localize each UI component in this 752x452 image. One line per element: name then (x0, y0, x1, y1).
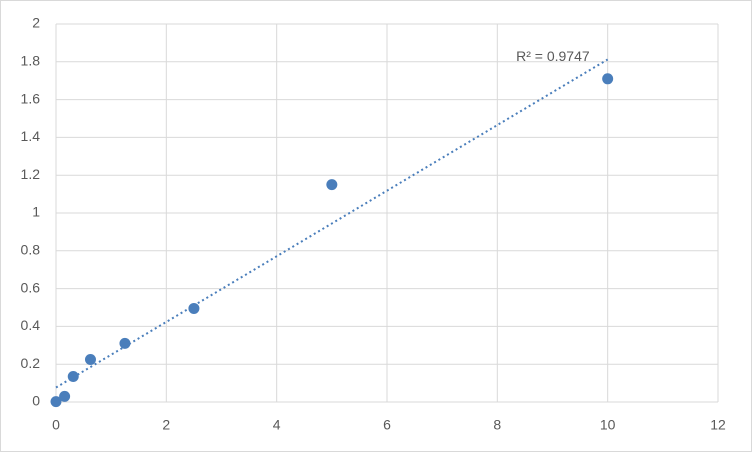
trendline (55, 58, 609, 389)
data-point (602, 73, 614, 85)
y-tick-label: 0.8 (21, 242, 41, 258)
x-tick-label: 10 (600, 417, 616, 433)
x-tick-label: 6 (383, 417, 391, 433)
y-tick-label: 1 (32, 204, 40, 220)
y-tick-label: 1.8 (21, 53, 41, 69)
data-point (50, 396, 62, 408)
data-point (84, 353, 96, 365)
y-tick-label: 0.6 (21, 279, 41, 295)
data-point (326, 179, 338, 191)
y-tick-label: 1.2 (21, 166, 41, 182)
data-point (67, 370, 79, 382)
data-point (59, 390, 71, 402)
data-point (119, 337, 131, 349)
x-tick-label: 2 (162, 417, 170, 433)
x-tick-label: 8 (493, 417, 501, 433)
y-tick-label: 0.2 (21, 355, 41, 371)
y-tick-label: 1.6 (21, 90, 41, 106)
y-tick-label: 2 (32, 15, 40, 31)
x-tick-label: 4 (273, 417, 281, 433)
x-tick-label: 0 (52, 417, 60, 433)
y-tick-label: 0.4 (21, 317, 41, 333)
trendline-annotation: R² = 0.9747 (516, 48, 590, 64)
x-tick-label: 12 (710, 417, 726, 433)
y-tick-label: 0 (32, 393, 40, 409)
y-tick-label: 1.4 (21, 128, 41, 144)
data-point (188, 302, 200, 314)
